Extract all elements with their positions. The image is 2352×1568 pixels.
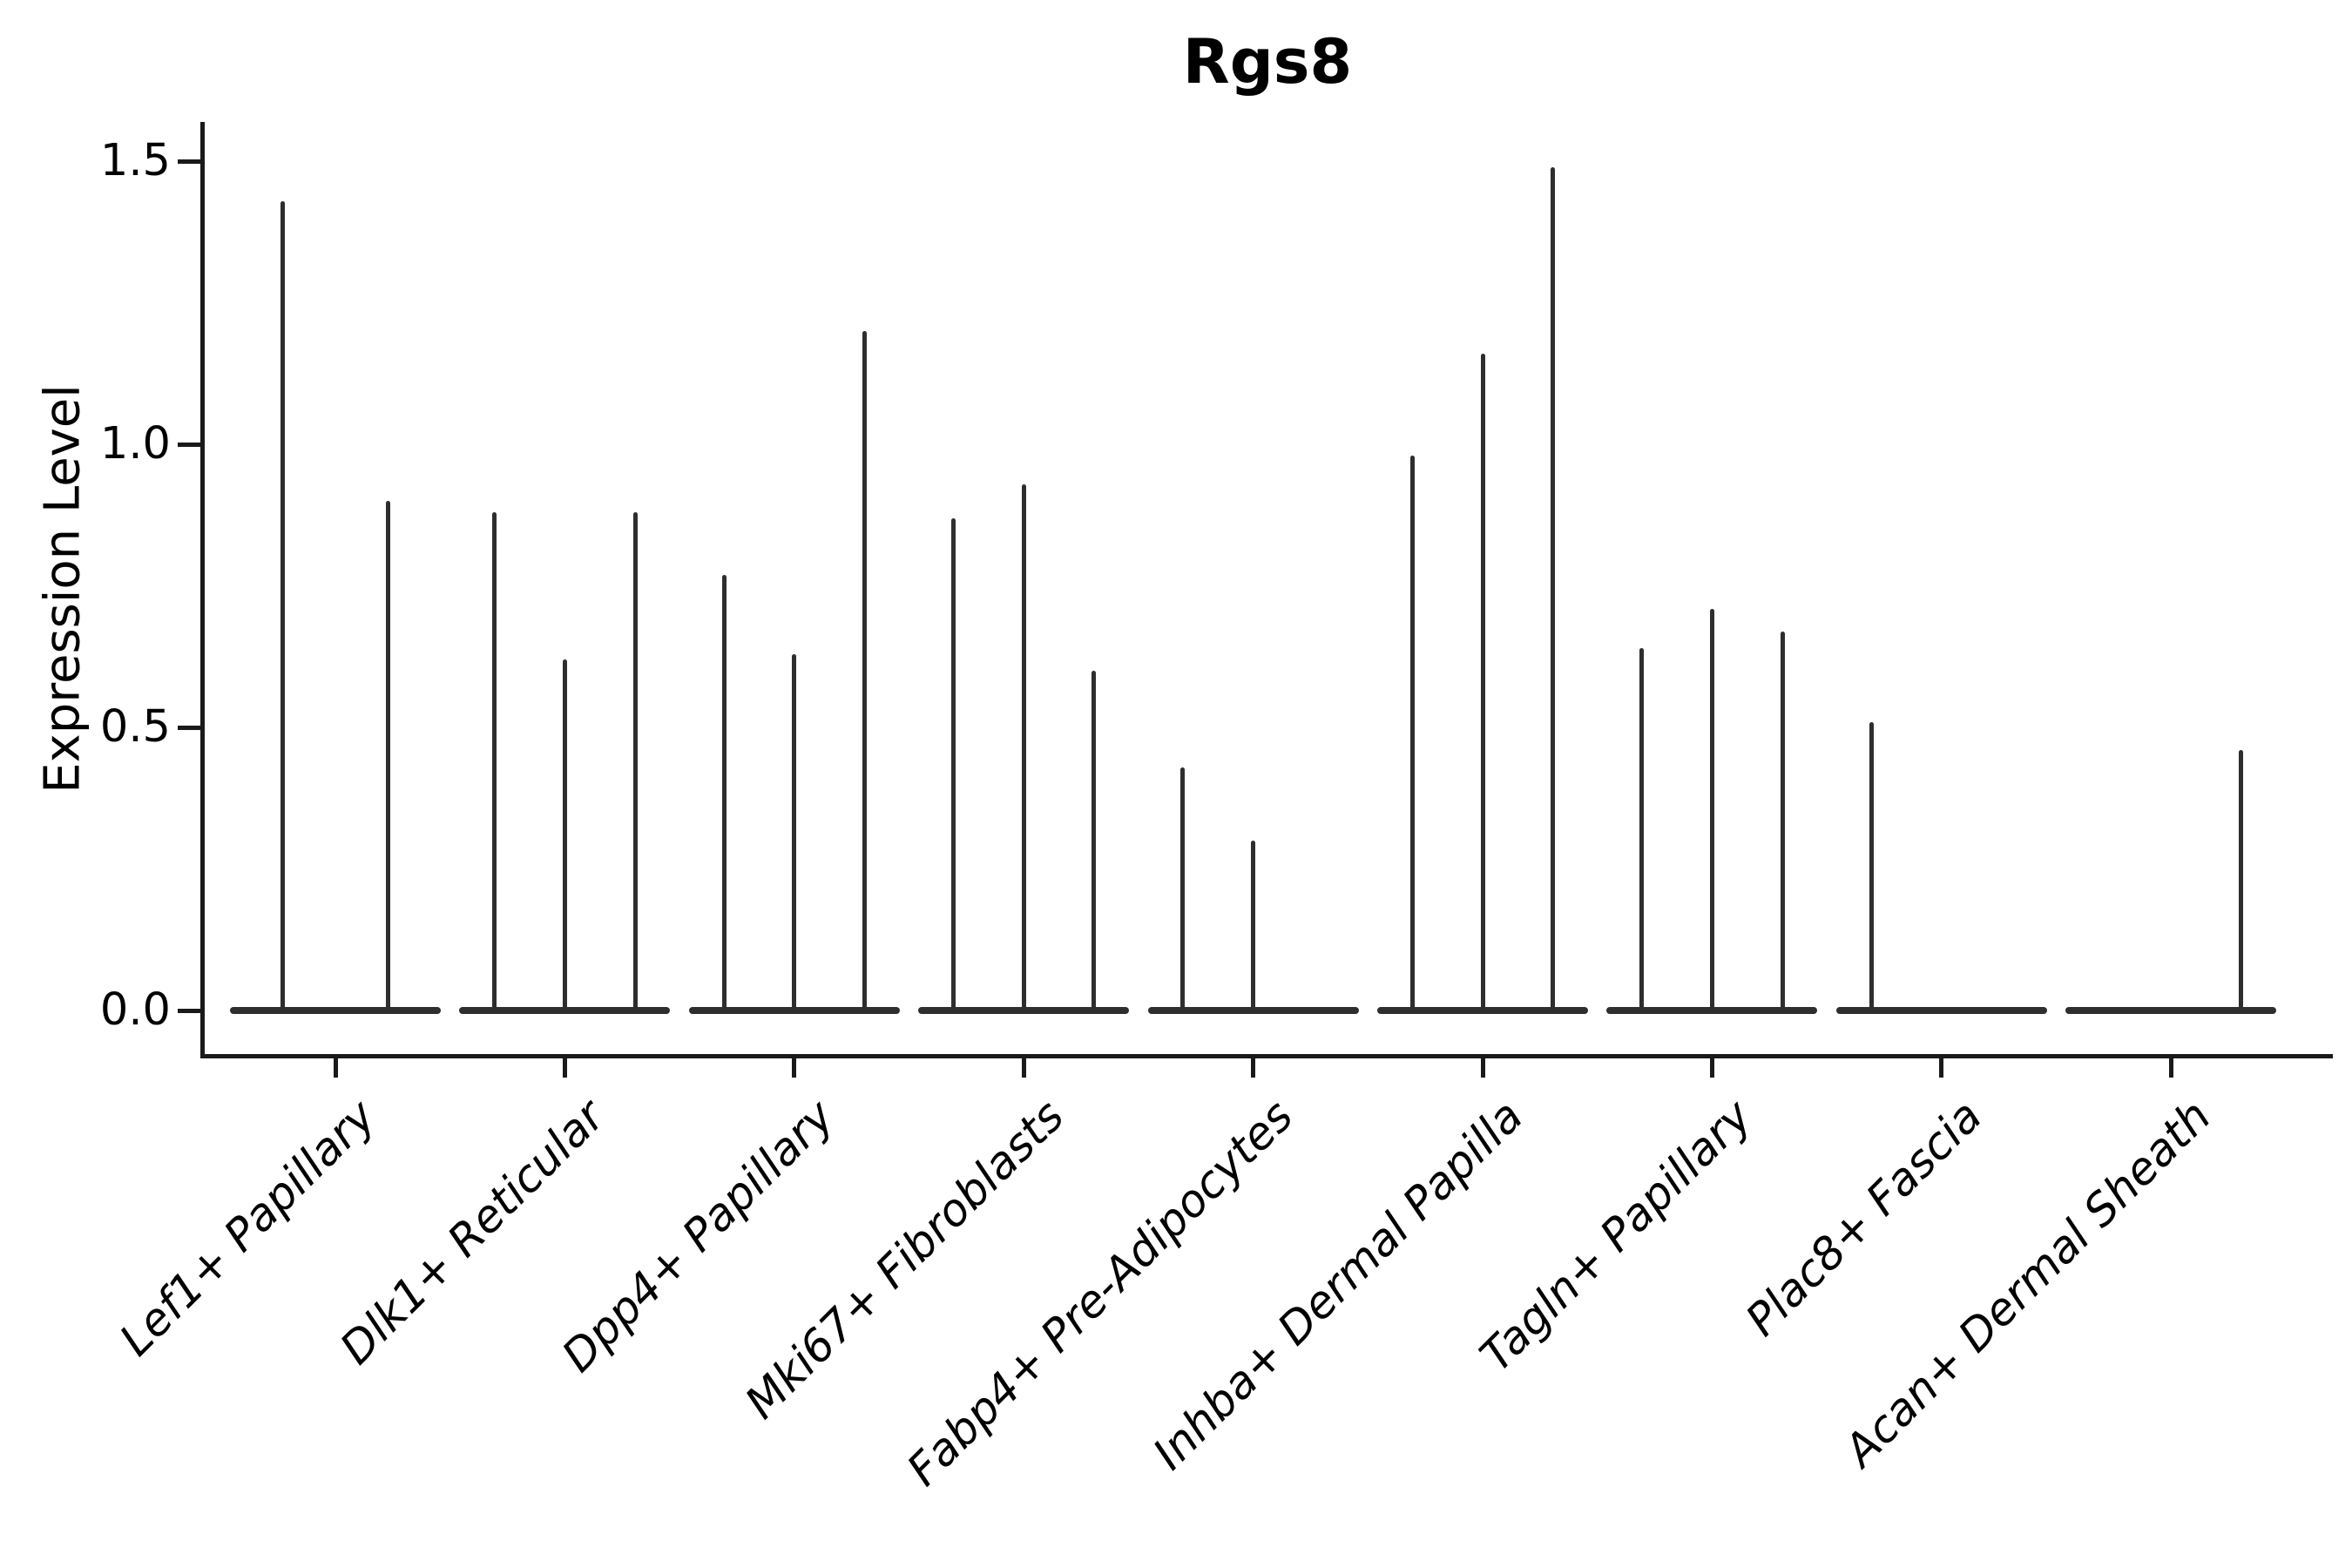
- x-tick-mark: [1251, 1056, 1256, 1078]
- violin-spike: [632, 512, 638, 1013]
- x-tick-mark: [1709, 1056, 1714, 1078]
- violin-spike: [1251, 841, 1256, 1013]
- violin-baseline: [1835, 1007, 2047, 1014]
- violin-spike: [1180, 767, 1186, 1013]
- y-tick-mark: [178, 159, 200, 164]
- violin-spike: [1480, 354, 1485, 1013]
- violin-spike: [1409, 456, 1415, 1013]
- x-tick-mark: [1021, 1056, 1026, 1078]
- y-tick-label: 1.0: [99, 418, 171, 470]
- y-tick-mark: [178, 725, 200, 730]
- violin-spike: [721, 574, 727, 1013]
- y-tick-mark: [178, 1008, 200, 1013]
- x-tick-label: Inhba+ Dermal Papilla: [1143, 1091, 1533, 1481]
- violin-spike: [1780, 631, 1785, 1013]
- violin-spike: [1639, 648, 1645, 1013]
- x-tick-mark: [562, 1056, 567, 1078]
- violin-spike: [1092, 671, 1097, 1013]
- violin-spike: [792, 653, 797, 1013]
- x-tick-label: Acan+ Dermal Sheath: [1835, 1091, 2221, 1477]
- violin-baseline: [2065, 1007, 2277, 1014]
- violin-spike: [280, 200, 285, 1013]
- y-tick-label: 0.0: [99, 984, 171, 1036]
- x-tick-label: Fabp4+ Pre-Adipocytes: [897, 1091, 1304, 1497]
- x-tick-mark: [1939, 1056, 1944, 1078]
- chart-title: Rgs8: [1182, 26, 1353, 98]
- violin-spike: [492, 512, 497, 1013]
- y-tick-label: 0.5: [99, 701, 171, 753]
- y-axis-spine: [199, 122, 205, 1058]
- violin-spike: [2239, 750, 2244, 1013]
- violin-spike: [1869, 721, 1874, 1013]
- violin-spike: [386, 501, 390, 1013]
- x-tick-mark: [1480, 1056, 1485, 1078]
- violin-spike: [862, 331, 867, 1013]
- x-axis-spine: [199, 1053, 2333, 1058]
- x-tick-label: Plac8+ Fascia: [1735, 1091, 1992, 1347]
- violin-spike: [1551, 166, 1556, 1013]
- y-tick-mark: [178, 442, 200, 447]
- x-tick-mark: [792, 1056, 797, 1078]
- violin-spike: [562, 659, 567, 1013]
- x-tick-mark: [333, 1056, 338, 1078]
- violin-baseline: [230, 1007, 441, 1014]
- x-tick-mark: [2168, 1056, 2173, 1078]
- violin-spike: [951, 517, 956, 1013]
- violin-spike: [1709, 608, 1714, 1013]
- y-tick-label: 1.5: [99, 135, 171, 186]
- violin-spike: [1021, 483, 1026, 1013]
